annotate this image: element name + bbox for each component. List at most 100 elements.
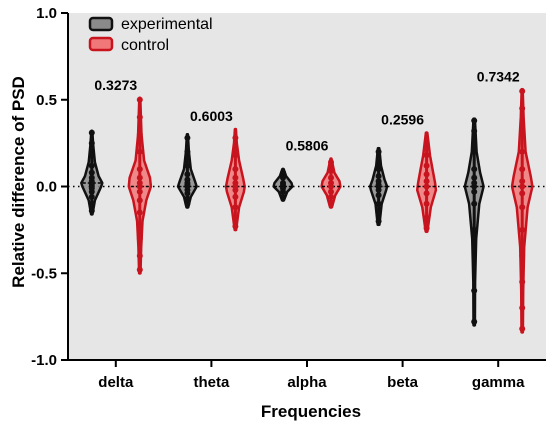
data-point-experimental-theta [184, 162, 191, 169]
data-point-experimental-gamma [471, 287, 478, 294]
data-point-experimental-beta [375, 148, 382, 155]
x-tick-label-delta: delta [98, 374, 134, 391]
data-point-experimental-beta [375, 157, 382, 164]
x-ticks: delta theta alpha beta gamma [98, 360, 525, 391]
data-point-control-alpha [328, 174, 334, 181]
data-point-experimental-gamma [471, 117, 478, 124]
data-point-control-gamma [519, 252, 526, 259]
x-tick-label-theta: theta [193, 374, 229, 391]
data-point-control-delta [136, 197, 143, 204]
data-point-control-gamma [519, 226, 526, 233]
data-point-control-alpha [328, 193, 334, 200]
p-value-alpha: 0.5806 [286, 138, 329, 154]
data-point-control-theta [232, 174, 239, 181]
data-point-control-beta [423, 171, 430, 178]
legend-swatch-experimental [88, 16, 114, 32]
data-point-control-gamma [519, 325, 526, 332]
data-point-control-gamma [519, 105, 526, 112]
data-point-control-gamma [519, 148, 526, 155]
data-point-experimental-beta [375, 178, 382, 185]
data-point-control-alpha [328, 167, 334, 174]
data-point-experimental-delta [88, 129, 95, 136]
data-point-experimental-gamma [471, 226, 478, 233]
data-point-experimental-beta [375, 192, 382, 199]
data-point-experimental-gamma [471, 166, 478, 173]
data-point-experimental-gamma [471, 200, 478, 207]
data-point-experimental-delta [88, 140, 95, 147]
data-point-control-theta [232, 134, 239, 141]
y-tick-label: 1.0 [36, 5, 57, 22]
data-point-experimental-theta [184, 171, 191, 178]
data-point-control-gamma [519, 183, 526, 190]
data-point-experimental-delta [88, 169, 95, 176]
data-point-experimental-delta [88, 162, 95, 169]
data-point-control-beta [423, 178, 430, 185]
data-point-control-delta [136, 166, 143, 173]
data-point-control-beta [423, 190, 430, 197]
data-point-experimental-delta [88, 207, 95, 214]
legend-label-control: control [121, 37, 169, 54]
data-point-control-delta [136, 174, 143, 181]
data-point-experimental-gamma [471, 174, 478, 181]
y-tick-label: 0.0 [36, 179, 57, 196]
data-point-experimental-theta [184, 176, 191, 183]
data-point-experimental-delta [88, 152, 95, 159]
data-point-experimental-alpha [280, 169, 286, 176]
data-point-experimental-delta [88, 193, 95, 200]
data-point-control-gamma [519, 190, 526, 197]
legend-swatch-control [88, 36, 114, 52]
p-value-delta: 0.3273 [94, 77, 137, 93]
data-point-experimental-gamma [471, 235, 478, 242]
data-point-control-alpha [328, 188, 334, 195]
data-point-experimental-theta [184, 195, 191, 202]
data-point-control-gamma [519, 178, 526, 185]
data-point-experimental-beta [375, 200, 382, 207]
y-axis-label: Relative difference of PSD [9, 76, 28, 288]
data-point-experimental-gamma [471, 318, 478, 325]
legend: experimental control [88, 16, 213, 54]
data-point-control-delta [136, 131, 143, 138]
data-point-control-beta [423, 183, 430, 190]
data-point-control-beta [423, 200, 430, 207]
data-point-control-gamma [519, 204, 526, 211]
y-tick-label: -0.5 [31, 265, 57, 282]
data-point-experimental-beta [375, 209, 382, 216]
data-point-experimental-alpha [280, 174, 286, 181]
x-axis-label: Frequencies [261, 402, 361, 421]
data-point-control-theta [232, 223, 239, 230]
data-point-control-theta [232, 204, 239, 211]
p-value-gamma: 0.7342 [477, 68, 520, 84]
data-point-control-delta [136, 148, 143, 155]
data-point-experimental-theta [184, 134, 191, 141]
data-point-control-delta [136, 221, 143, 228]
data-point-experimental-gamma [471, 148, 478, 155]
violins-layer [80, 87, 534, 334]
data-point-experimental-delta [88, 200, 95, 207]
x-tick-label-gamma: gamma [472, 374, 525, 391]
y-ticks: 1.0 0.5 0.0 -0.5 -1.0 [31, 5, 68, 369]
data-point-experimental-alpha [280, 193, 286, 200]
data-point-control-gamma [519, 304, 526, 311]
data-point-control-gamma [519, 278, 526, 285]
data-point-control-theta [232, 152, 239, 159]
data-point-experimental-beta [375, 173, 382, 180]
data-point-experimental-beta [375, 166, 382, 173]
data-point-control-delta [136, 96, 143, 103]
data-point-control-alpha [328, 159, 334, 166]
data-point-experimental-theta [184, 148, 191, 155]
data-point-experimental-gamma [471, 180, 478, 186]
y-tick-label: 0.5 [36, 92, 57, 109]
data-point-experimental-gamma [471, 128, 478, 134]
data-point-control-beta [423, 140, 430, 147]
data-point-control-delta [136, 235, 143, 242]
data-point-control-beta [423, 162, 430, 169]
y-tick-label: -1.0 [31, 352, 57, 369]
data-point-experimental-delta [88, 174, 95, 181]
data-point-experimental-beta [375, 218, 382, 225]
x-tick-label-alpha: alpha [287, 374, 327, 391]
data-point-control-alpha [328, 180, 334, 186]
p-value-theta: 0.6003 [190, 108, 233, 124]
data-point-control-theta [232, 166, 239, 173]
p-value-beta: 0.2596 [381, 112, 424, 128]
data-point-control-beta [423, 214, 430, 221]
